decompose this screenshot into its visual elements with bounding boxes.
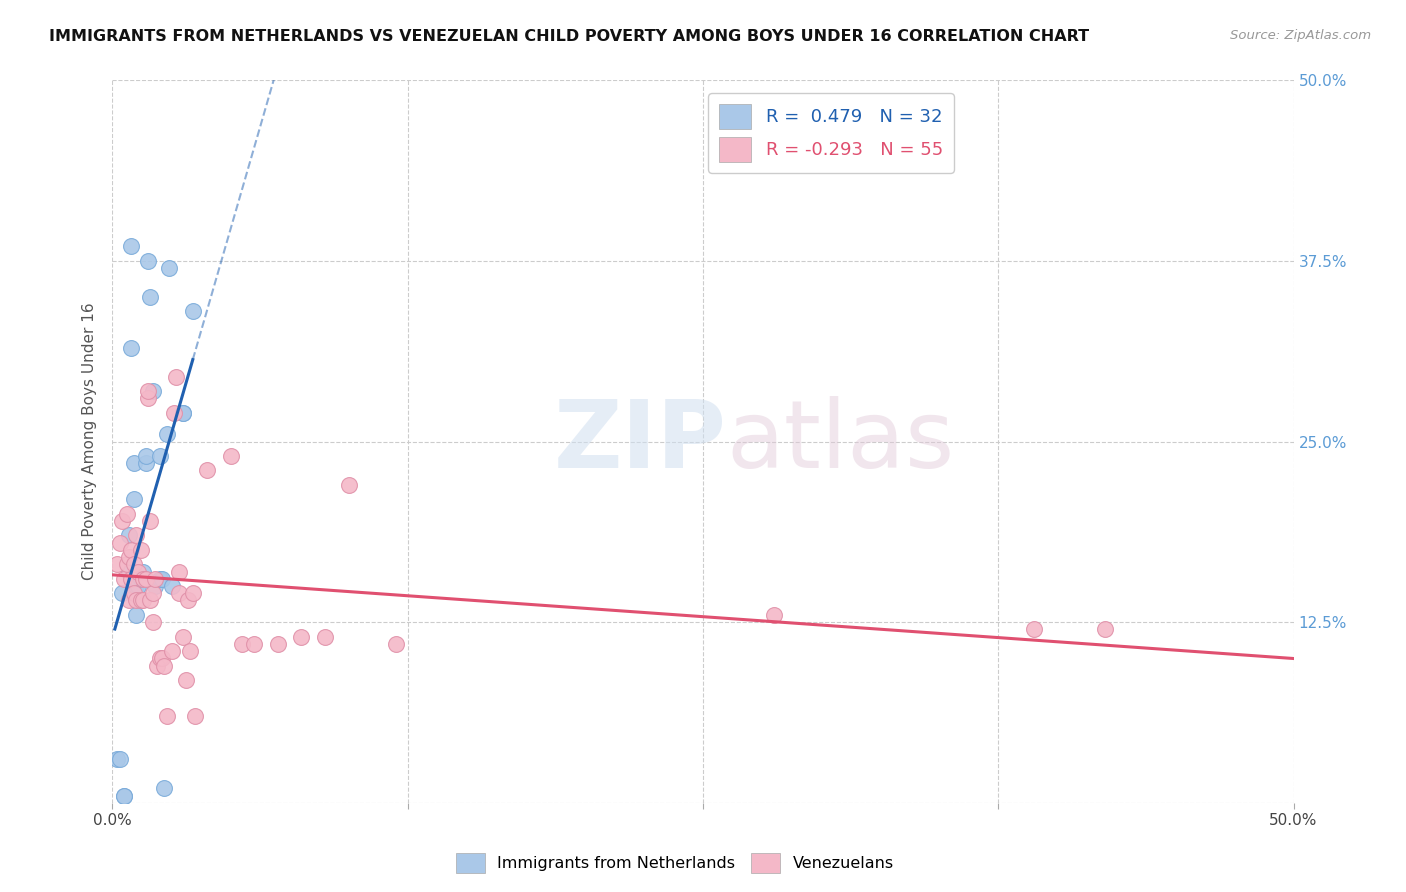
Point	[135, 449, 157, 463]
Point	[1094, 623, 1116, 637]
Point	[142, 384, 165, 398]
Point	[135, 572, 157, 586]
Point	[143, 572, 166, 586]
Point	[136, 391, 159, 405]
Point	[129, 542, 152, 557]
Point	[157, 261, 180, 276]
Point	[142, 615, 165, 630]
Point	[267, 637, 290, 651]
Point	[153, 658, 176, 673]
Point	[179, 644, 201, 658]
Point	[115, 507, 138, 521]
Point	[136, 253, 159, 268]
Point	[125, 528, 148, 542]
Point	[150, 572, 173, 586]
Point	[129, 593, 152, 607]
Point	[139, 290, 162, 304]
Point	[153, 781, 176, 796]
Point	[139, 593, 162, 607]
Point	[172, 406, 194, 420]
Point	[156, 427, 179, 442]
Point	[174, 673, 197, 687]
Point	[149, 651, 172, 665]
Point	[167, 565, 190, 579]
Point	[115, 558, 138, 572]
Point	[125, 579, 148, 593]
Point	[165, 369, 187, 384]
Point	[108, 535, 131, 549]
Point	[290, 630, 312, 644]
Point	[160, 644, 183, 658]
Point	[167, 586, 190, 600]
Point	[120, 542, 142, 557]
Point	[120, 239, 142, 253]
Point	[243, 637, 266, 651]
Legend: R =  0.479   N = 32, R = -0.293   N = 55: R = 0.479 N = 32, R = -0.293 N = 55	[709, 93, 953, 173]
Point	[112, 789, 135, 803]
Point	[132, 572, 155, 586]
Point	[314, 630, 336, 644]
Point	[1022, 623, 1045, 637]
Point	[762, 607, 785, 622]
Point	[118, 550, 141, 565]
Point	[160, 579, 183, 593]
Point	[120, 572, 142, 586]
Point	[111, 586, 134, 600]
Point	[163, 406, 186, 420]
Point	[118, 565, 141, 579]
Point	[105, 558, 128, 572]
Point	[231, 637, 253, 651]
Text: IMMIGRANTS FROM NETHERLANDS VS VENEZUELAN CHILD POVERTY AMONG BOYS UNDER 16 CORR: IMMIGRANTS FROM NETHERLANDS VS VENEZUELA…	[49, 29, 1090, 44]
Point	[149, 572, 172, 586]
Point	[172, 406, 194, 420]
Point	[112, 789, 135, 803]
Point	[172, 630, 194, 644]
Point	[125, 593, 148, 607]
Point	[181, 304, 204, 318]
Text: Source: ZipAtlas.com: Source: ZipAtlas.com	[1230, 29, 1371, 42]
Point	[177, 593, 200, 607]
Point	[122, 456, 145, 470]
Point	[219, 449, 242, 463]
Point	[118, 528, 141, 542]
Point	[150, 651, 173, 665]
Point	[146, 658, 169, 673]
Point	[132, 593, 155, 607]
Point	[122, 558, 145, 572]
Text: ZIP: ZIP	[554, 395, 727, 488]
Point	[135, 456, 157, 470]
Point	[139, 514, 162, 528]
Text: atlas: atlas	[727, 395, 955, 488]
Point	[136, 384, 159, 398]
Point	[125, 607, 148, 622]
Point	[127, 579, 149, 593]
Point	[143, 579, 166, 593]
Point	[111, 514, 134, 528]
Point	[184, 709, 207, 723]
Point	[120, 341, 142, 355]
Point	[105, 752, 128, 766]
Point	[127, 565, 149, 579]
Point	[118, 593, 141, 607]
Point	[122, 492, 145, 507]
Point	[142, 586, 165, 600]
Point	[122, 586, 145, 600]
Point	[129, 572, 152, 586]
Point	[156, 709, 179, 723]
Point	[385, 637, 408, 651]
Point	[181, 586, 204, 600]
Point	[132, 565, 155, 579]
Y-axis label: Child Poverty Among Boys Under 16: Child Poverty Among Boys Under 16	[82, 302, 97, 581]
Point	[195, 463, 218, 477]
Legend: Immigrants from Netherlands, Venezuelans: Immigrants from Netherlands, Venezuelans	[450, 847, 900, 880]
Point	[337, 478, 360, 492]
Point	[108, 752, 131, 766]
Point	[149, 449, 172, 463]
Point	[112, 572, 135, 586]
